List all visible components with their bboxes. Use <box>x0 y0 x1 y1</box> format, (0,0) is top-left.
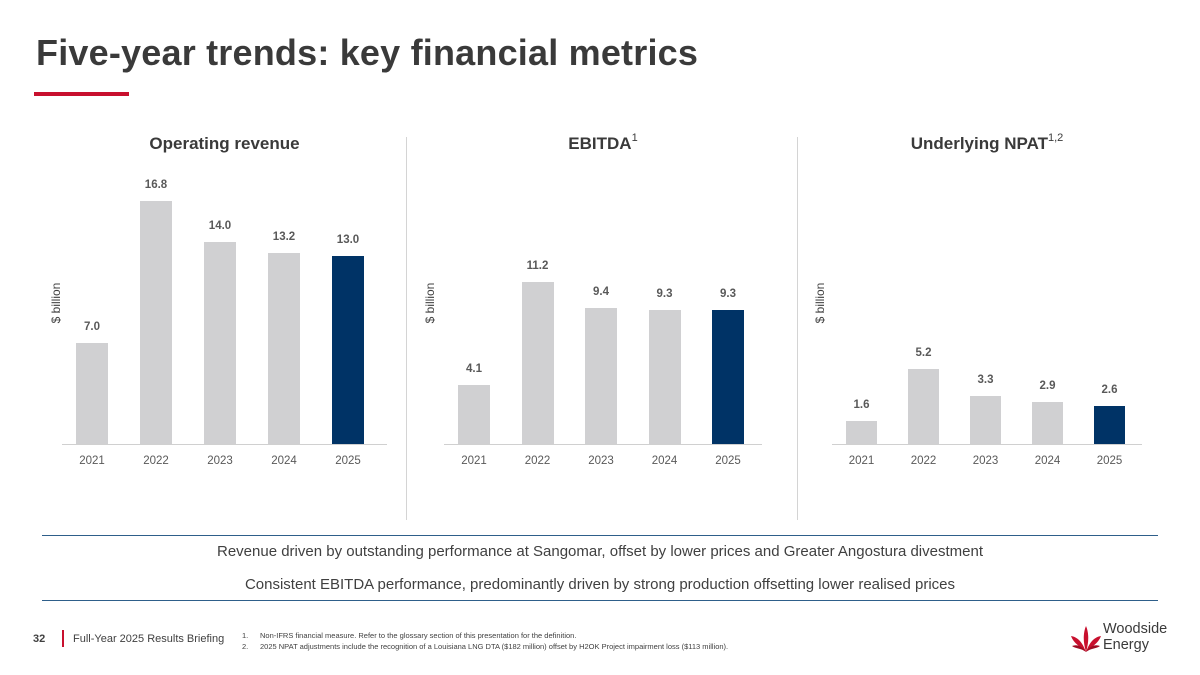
bar-2022 <box>521 282 554 444</box>
title-accent-rule <box>34 92 129 96</box>
woodside-logo: Woodside Energy <box>1070 621 1170 657</box>
x-tick-2023: 2023 <box>588 455 614 467</box>
chart-1-baseline <box>62 444 387 445</box>
data-label-2023: 14.0 <box>208 220 232 232</box>
page-number: 32 <box>33 633 46 645</box>
data-label-2024: 13.2 <box>272 231 296 243</box>
bar-2024 <box>268 253 300 444</box>
bar-2022 <box>140 201 172 444</box>
chart-title-underlying-npat: Underlying NPAT1,2 <box>910 132 1064 153</box>
data-label-2022: 11.2 <box>526 260 549 272</box>
commentary-revenue: Revenue driven by outstanding performanc… <box>217 543 983 560</box>
chart-divider-2 <box>797 137 798 520</box>
x-tick-2024: 2024 <box>271 455 297 467</box>
chart-3-ylabel: $ billion <box>813 282 827 324</box>
x-tick-2025: 2025 <box>335 455 361 467</box>
bar-2025 <box>332 256 364 444</box>
ebitda-chart: EBITDA1 4.1 2021 11.2 2022 9.4 2023 9.3 2024 9.3… <box>444 128 762 478</box>
data-label-2025: 13.0 <box>336 234 360 246</box>
chart-3-baseline <box>832 444 1142 445</box>
bar-2024 <box>648 310 681 444</box>
data-label-2024: 2.9 <box>1039 380 1056 392</box>
x-tick-2022: 2022 <box>524 455 551 467</box>
footer-briefing-title: Full-Year 2025 Results Briefing <box>73 633 225 645</box>
data-label-2024: 9.3 <box>656 288 673 300</box>
bar-2021 <box>76 343 108 444</box>
chart-divider-1 <box>406 137 407 520</box>
x-tick-2025: 2025 <box>715 455 741 467</box>
x-tick-2023: 2023 <box>972 455 999 467</box>
x-tick-2022: 2022 <box>143 455 169 467</box>
data-label-2021: 1.6 <box>853 399 870 411</box>
footnotes: 1. Non-IFRS financial measure. Refer to t… <box>242 630 728 652</box>
footnote-1: 1. Non-IFRS financial measure. Refer to t… <box>242 631 577 640</box>
data-label-2021: 4.1 <box>466 363 482 375</box>
operating-revenue-chart: Operating revenue 7.0 2021 16.8 2022 14.0 202… <box>62 128 387 478</box>
data-label-2023: 9.4 <box>593 286 609 298</box>
page-title: Five-year trends: key financial metrics <box>36 32 699 73</box>
footer-accent-bar <box>62 630 64 647</box>
data-label-2022: 5.2 <box>915 347 932 359</box>
woodside-leaf-icon <box>1071 626 1101 652</box>
data-label-2022: 16.8 <box>144 179 168 191</box>
bar-2021 <box>846 421 877 444</box>
x-tick-2021: 2021 <box>848 455 875 467</box>
bar-2023 <box>970 396 1001 444</box>
x-tick-2021: 2021 <box>79 455 105 467</box>
commentary-ebitda: Consistent EBITDA performance, predomina… <box>244 576 956 593</box>
data-label-2025: 9.3 <box>720 288 736 300</box>
bar-2022 <box>908 369 939 444</box>
x-tick-2022: 2022 <box>910 455 937 467</box>
underlying-npat-chart: Underlying NPAT1,2 1.6 2021 5.2 2022 3.3 2023… <box>832 128 1142 478</box>
x-tick-2025: 2025 <box>1096 455 1123 467</box>
chart-2-ylabel: $ billion <box>423 282 437 324</box>
chart-title-ebitda: EBITDA1 <box>568 132 638 153</box>
x-tick-2023: 2023 <box>207 455 233 467</box>
bar-2025 <box>1094 406 1125 444</box>
chart-title-operating-revenue: Operating revenue <box>149 134 300 153</box>
footnote-2: 2. 2025 NPAT adjustments include the reco… <box>242 642 729 651</box>
x-tick-2024: 2024 <box>651 455 678 467</box>
bar-2025 <box>712 310 744 444</box>
bar-2024 <box>1032 402 1063 444</box>
chart-2-baseline <box>444 444 762 445</box>
x-tick-2024: 2024 <box>1034 455 1061 467</box>
data-label-2025: 2.6 <box>1101 384 1118 396</box>
bar-2023 <box>585 308 617 444</box>
commentary-top-rule <box>42 535 1158 536</box>
x-tick-2021: 2021 <box>461 455 487 467</box>
bar-2021 <box>458 385 490 444</box>
commentary-bottom-rule <box>42 600 1158 601</box>
data-label-2021: 7.0 <box>84 321 100 333</box>
bar-2023 <box>204 242 236 444</box>
data-label-2023: 3.3 <box>977 374 994 386</box>
